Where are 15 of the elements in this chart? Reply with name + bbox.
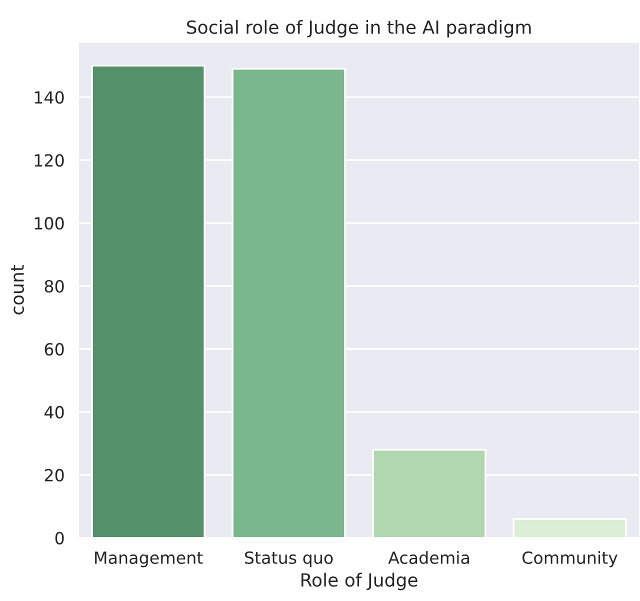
y-tick-label: 0 xyxy=(55,532,64,544)
x-axis-title: Role of Judge xyxy=(302,572,418,590)
y-tick-label: 120 xyxy=(34,154,64,167)
y-tick-label: 60 xyxy=(44,342,64,356)
x-tick-label: Academia xyxy=(388,551,469,564)
y-tick-label: 40 xyxy=(44,406,64,419)
x-tick-label: Management xyxy=(95,552,203,568)
y-tick-label: 80 xyxy=(44,280,64,293)
x-tick-label: Community xyxy=(522,551,618,568)
chart-title: Social role of Judge in the AI paradigm xyxy=(187,20,531,38)
y-tick-label: 100 xyxy=(34,217,64,230)
y-tick-label: 20 xyxy=(44,468,64,482)
y-axis-title: count xyxy=(11,264,24,314)
y-tick-label: 140 xyxy=(34,91,64,104)
x-tick-label: Status quo xyxy=(245,551,333,568)
